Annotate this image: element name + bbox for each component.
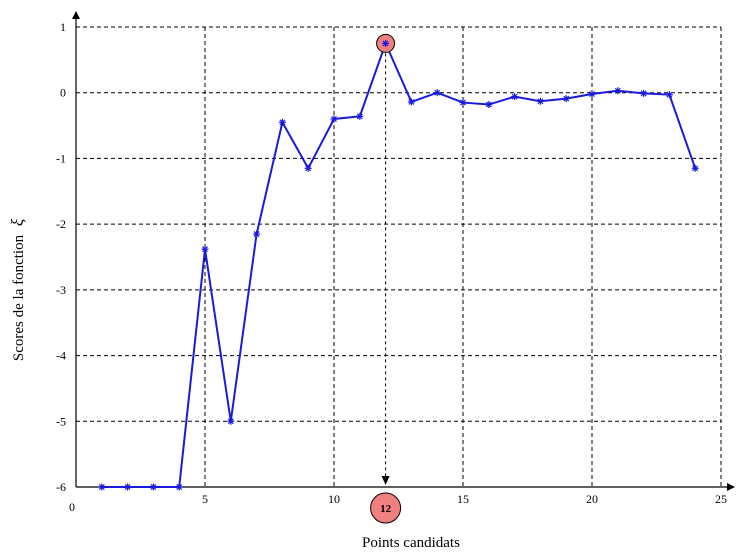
- marker-stroke: [666, 91, 673, 98]
- marker-stroke: [176, 484, 183, 490]
- marker-stroke: [279, 119, 286, 126]
- marker-stroke: [614, 87, 621, 94]
- y-axis-arrowhead: [72, 11, 80, 19]
- annotation-layer: 12: [370, 33, 402, 524]
- marker-stroke: [640, 90, 647, 97]
- x-axis-title: Points candidats: [362, 535, 460, 551]
- y-tick-label: 0: [60, 86, 66, 100]
- marker-stroke: [485, 101, 492, 108]
- y-tick-label: -1: [56, 151, 66, 165]
- arrow-head: [381, 476, 390, 485]
- marker-stroke: [124, 484, 131, 490]
- series-layer: [98, 39, 699, 491]
- data-point-marker: [356, 112, 364, 120]
- data-point-marker: [124, 483, 132, 491]
- marker-stroke: [408, 98, 415, 105]
- data-point-marker: [640, 89, 648, 97]
- y-axis-title-symbol: ξ: [8, 218, 27, 226]
- data-point-marker: [485, 101, 493, 109]
- highlight-x-badge: [370, 492, 402, 524]
- data-point-marker: [536, 97, 544, 105]
- highlighted-point-marker: [382, 39, 390, 47]
- x-tick-label: 0: [69, 500, 75, 514]
- data-point-marker: [562, 95, 570, 103]
- marker-stroke: [98, 484, 105, 490]
- marker-stroke: [511, 93, 518, 100]
- data-point-marker: [253, 230, 261, 238]
- x-tick-label: 15: [457, 492, 469, 506]
- data-point-marker: [227, 417, 235, 425]
- y-tick-label: -6: [56, 480, 66, 494]
- data-point-marker: [407, 98, 415, 106]
- grid-layer: [76, 26, 722, 487]
- data-point-marker: [149, 483, 157, 491]
- marker-stroke: [563, 95, 570, 102]
- y-tick-label: -2: [56, 217, 66, 231]
- y-axis-title: Scores de la fonction ξ: [8, 218, 27, 361]
- marker-stroke: [382, 40, 389, 47]
- x-tick-label: 20: [586, 492, 598, 506]
- marker-stroke: [150, 484, 157, 490]
- data-point-marker: [304, 164, 312, 172]
- y-tick-label: -3: [56, 283, 66, 297]
- marker-stroke: [305, 165, 312, 172]
- marker-stroke: [227, 418, 234, 425]
- y-tick-label: -4: [56, 349, 66, 363]
- data-point-marker: [511, 93, 519, 101]
- marker-stroke: [434, 89, 441, 96]
- series-line: [101, 40, 697, 488]
- data-point-marker: [98, 483, 106, 491]
- data-point-marker: [201, 245, 209, 253]
- marker-stroke: [202, 246, 208, 253]
- marker-stroke: [356, 113, 363, 120]
- data-point-marker: [665, 91, 673, 99]
- data-point-marker: [588, 90, 596, 98]
- x-axis-arrowhead: [727, 483, 735, 491]
- ticks-layer: 10-1-2-3-4-5-605 10 15 20 25: [56, 20, 727, 514]
- data-point-marker: [433, 89, 441, 97]
- axes-layer: [72, 11, 735, 491]
- data-point-marker: [278, 118, 286, 126]
- marker-stroke: [589, 91, 595, 97]
- y-tick-label: -5: [56, 414, 66, 428]
- marker-stroke: [537, 98, 544, 105]
- data-point-marker: [614, 87, 622, 95]
- y-axis-title-group: Scores de la fonction ξ: [8, 218, 27, 361]
- data-point-marker: [175, 483, 183, 491]
- marker-stroke: [692, 165, 699, 172]
- x-tick-label: 25: [715, 492, 727, 506]
- marker-stroke: [253, 231, 260, 237]
- data-point-marker: [330, 115, 338, 123]
- marker-stroke: [331, 116, 337, 122]
- marker-stroke: [460, 99, 466, 106]
- data-point-marker: [691, 164, 699, 172]
- y-axis-title-text: Scores de la fonction: [11, 234, 27, 361]
- x-tick-label: 10: [328, 492, 340, 506]
- highlight-x-label: 12: [380, 503, 392, 515]
- x-tick-label: 5: [202, 492, 208, 506]
- y-tick-label: 1: [60, 20, 66, 34]
- data-point-marker: [459, 99, 467, 107]
